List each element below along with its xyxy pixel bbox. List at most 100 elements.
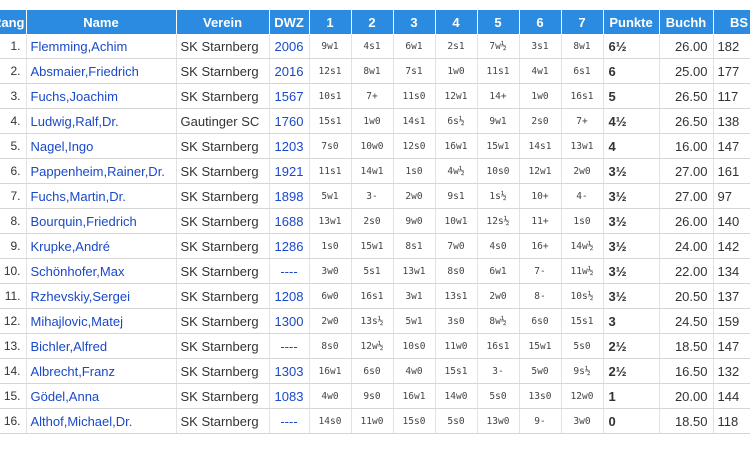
round-result-cell: 2s0: [519, 108, 562, 134]
player-name-link[interactable]: Absmaier,Friedrich: [26, 58, 177, 84]
points-cell: 4: [603, 133, 660, 159]
points-cell: 4½: [603, 108, 660, 134]
round-result-cell: 15s1: [561, 308, 604, 334]
dwz-link[interactable]: 1567: [269, 83, 310, 109]
bs-cell: 147: [713, 133, 750, 159]
player-name-link[interactable]: Krupke,André: [26, 233, 177, 259]
round-result-cell: 8s1: [393, 233, 436, 259]
round-result-cell: 12w1: [435, 83, 478, 109]
rank-cell: 5.: [0, 133, 27, 159]
table-row: 6. Pappenheim,Rainer,Dr. SK Starnberg 1921 1…: [0, 158, 750, 184]
club-cell: SK Starnberg: [176, 383, 270, 409]
column-header-bs: BS: [713, 10, 750, 34]
buchholz-cell: 24.50: [659, 308, 714, 334]
bs-cell: 142: [713, 233, 750, 259]
rank-cell: 6.: [0, 158, 27, 184]
round-result-cell: 12s1: [309, 58, 352, 84]
points-cell: 2½: [603, 358, 660, 384]
points-cell: 3½: [603, 208, 660, 234]
column-header-verein: Verein: [176, 10, 270, 34]
rank-cell: 3.: [0, 83, 27, 109]
buchholz-cell: 20.50: [659, 283, 714, 309]
dwz-link[interactable]: 2006: [269, 34, 310, 59]
dwz-link[interactable]: 1300: [269, 308, 310, 334]
club-cell: SK Starnberg: [176, 233, 270, 259]
round-result-cell: 7w½: [477, 34, 520, 59]
column-header-round-7: 7: [561, 10, 604, 34]
round-result-cell: 14+: [477, 83, 520, 109]
header-row: RangNameVereinDWZ1234567PunkteBuchhBS: [0, 10, 750, 34]
dwz-link[interactable]: 2016: [269, 58, 310, 84]
round-result-cell: 4s0: [477, 233, 520, 259]
table-row: 1. Flemming,Achim SK Starnberg 2006 9w1 4s1 6w…: [0, 34, 750, 59]
bs-cell: 161: [713, 158, 750, 184]
player-name-link[interactable]: Fuchs,Joachim: [26, 83, 177, 109]
club-cell: SK Starnberg: [176, 208, 270, 234]
round-result-cell: 10s0: [393, 333, 436, 359]
round-result-cell: 16s1: [477, 333, 520, 359]
round-result-cell: 6s½: [435, 108, 478, 134]
points-cell: 3½: [603, 258, 660, 284]
player-name-link[interactable]: Flemming,Achim: [26, 34, 177, 59]
round-result-cell: 11w0: [351, 408, 394, 434]
round-result-cell: 4s1: [351, 34, 394, 59]
round-result-cell: 4-: [561, 183, 604, 209]
round-result-cell: 13w1: [309, 208, 352, 234]
player-name-link[interactable]: Mihajlovic,Matej: [26, 308, 177, 334]
round-result-cell: 7+: [561, 108, 604, 134]
player-name-link[interactable]: Nagel,Ingo: [26, 133, 177, 159]
round-result-cell: 8s0: [309, 333, 352, 359]
player-name-link[interactable]: Bourquin,Friedrich: [26, 208, 177, 234]
dwz-link[interactable]: 1303: [269, 358, 310, 384]
dwz-link[interactable]: 1203: [269, 133, 310, 159]
column-header-round-4: 4: [435, 10, 478, 34]
round-result-cell: 6s0: [519, 308, 562, 334]
round-result-cell: 15w1: [477, 133, 520, 159]
player-name-link[interactable]: Bichler,Alfred: [26, 333, 177, 359]
player-name-link[interactable]: Fuchs,Martin,Dr.: [26, 183, 177, 209]
table-row: 14. Albrecht,Franz SK Starnberg 1303 16w1 6s0…: [0, 358, 750, 384]
column-header-round-5: 5: [477, 10, 520, 34]
player-name-link[interactable]: Schönhofer,Max: [26, 258, 177, 284]
round-result-cell: 5s0: [477, 383, 520, 409]
points-cell: 1: [603, 383, 660, 409]
player-name-link[interactable]: Pappenheim,Rainer,Dr.: [26, 158, 177, 184]
round-result-cell: 2s1: [435, 34, 478, 59]
player-name-link[interactable]: Gödel,Anna: [26, 383, 177, 409]
round-result-cell: 16w1: [435, 133, 478, 159]
round-result-cell: 16s1: [561, 83, 604, 109]
rank-cell: 16.: [0, 408, 27, 434]
player-name-link[interactable]: Albrecht,Franz: [26, 358, 177, 384]
dwz-link[interactable]: ----: [269, 333, 310, 359]
dwz-link[interactable]: 1898: [269, 183, 310, 209]
round-result-cell: 1w0: [519, 83, 562, 109]
dwz-link[interactable]: ----: [269, 258, 310, 284]
player-name-link[interactable]: Ludwig,Ralf,Dr.: [26, 108, 177, 134]
buchholz-cell: 27.00: [659, 158, 714, 184]
dwz-link[interactable]: 1286: [269, 233, 310, 259]
round-result-cell: 14s1: [393, 108, 436, 134]
buchholz-cell: 16.00: [659, 133, 714, 159]
round-result-cell: 13w1: [393, 258, 436, 284]
points-cell: 6½: [603, 34, 660, 59]
dwz-link[interactable]: 1208: [269, 283, 310, 309]
round-result-cell: 2w0: [393, 183, 436, 209]
bs-cell: 137: [713, 283, 750, 309]
round-result-cell: 11w0: [435, 333, 478, 359]
buchholz-cell: 20.00: [659, 383, 714, 409]
round-result-cell: 16s1: [351, 283, 394, 309]
round-result-cell: 1w0: [351, 108, 394, 134]
player-name-link[interactable]: Rzhevskiy,Sergei: [26, 283, 177, 309]
round-result-cell: 10w0: [351, 133, 394, 159]
round-result-cell: 7s1: [393, 58, 436, 84]
dwz-link[interactable]: 1760: [269, 108, 310, 134]
buchholz-cell: 26.50: [659, 108, 714, 134]
dwz-link[interactable]: 1921: [269, 158, 310, 184]
dwz-link[interactable]: ----: [269, 408, 310, 434]
round-result-cell: 9w1: [477, 108, 520, 134]
dwz-link[interactable]: 1688: [269, 208, 310, 234]
round-result-cell: 1s0: [561, 208, 604, 234]
club-cell: SK Starnberg: [176, 83, 270, 109]
player-name-link[interactable]: Althof,Michael,Dr.: [26, 408, 177, 434]
dwz-link[interactable]: 1083: [269, 383, 310, 409]
